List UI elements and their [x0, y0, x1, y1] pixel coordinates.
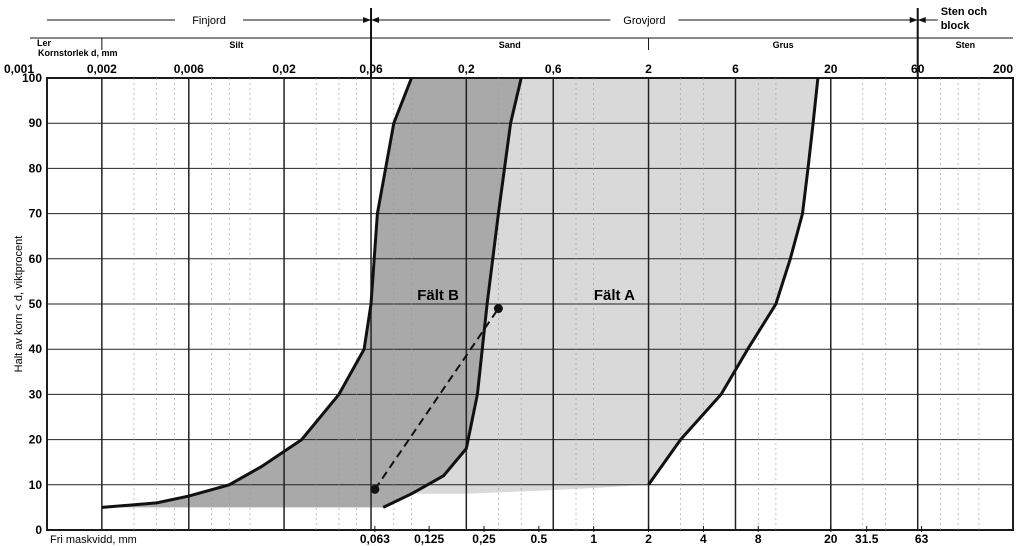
top-tick-label: 0,02 [272, 62, 296, 76]
top-tick-label: 0,001 [4, 62, 34, 76]
field-label: Fält A [594, 287, 635, 304]
bottom-axis-title: Fri maskvidd, mm [50, 534, 137, 546]
field-fills [101, 78, 818, 508]
top-tick-label: 0,006 [174, 62, 204, 76]
class-label-line2: block [941, 20, 971, 32]
top-tick-label: 0,6 [545, 62, 562, 76]
top-tick-label: 200 [993, 62, 1013, 76]
field-b-right-curve [382, 77, 523, 509]
y-tick-label: 0 [35, 523, 42, 537]
arrow-right [371, 17, 380, 23]
bottom-tick-label: 0,125 [414, 532, 444, 546]
bottom-tick-label: 0.5 [530, 532, 547, 546]
bottom-tick-label: 8 [755, 532, 762, 546]
subclass-label: Silt [229, 40, 243, 50]
y-tick-label: 80 [29, 161, 43, 175]
field-label: Fält B [417, 287, 459, 304]
arrow-right [917, 17, 926, 23]
bottom-tick-label: 0,063 [360, 532, 390, 546]
y-axis-label: Halt av korn < d, viktprocent [13, 236, 25, 373]
bottom-tick-label: 31.5 [855, 532, 879, 546]
y-tick-label: 20 [29, 433, 43, 447]
field-b-left-curve [101, 77, 413, 509]
y-tick-label: 60 [29, 252, 43, 266]
classification-header: Finjord Grovjord Sten och block Ler Silt Sand G… [30, 6, 1013, 78]
arrow-left [909, 17, 918, 23]
subclass-label: Sand [499, 40, 521, 50]
curves [101, 77, 820, 509]
bottom-tick-label: 63 [915, 532, 929, 546]
y-tick-label: 40 [29, 342, 43, 356]
segment-endpoint [370, 484, 380, 494]
top-tick-label: 0,2 [458, 62, 475, 76]
class-label-bg [175, 12, 244, 26]
axis-labels: Halt av korn < d, viktprocent Kornstorle… [13, 48, 137, 546]
top-tick-label: 20 [824, 62, 838, 76]
y-tick-label: 10 [29, 478, 43, 492]
arrow-left [363, 17, 372, 23]
y-tick-label: 90 [29, 116, 43, 130]
y-tick-label: 30 [29, 387, 43, 401]
subclass-label: Sten [956, 40, 976, 50]
top-axis-title: Kornstorlek d, mm [38, 48, 118, 58]
bottom-tick-label: 4 [700, 532, 707, 546]
top-tick-label: 0,002 [87, 62, 117, 76]
top-tick-label: 6 [732, 62, 739, 76]
bottom-tick-label: 0,25 [472, 532, 496, 546]
y-tick-label: 70 [29, 207, 43, 221]
segment-endpoint [493, 304, 503, 314]
bottom-tick-label: 1 [590, 532, 597, 546]
field-b-fill [101, 78, 522, 508]
bottom-tick-label: 2 [645, 532, 652, 546]
field-a-fill [411, 78, 818, 494]
subclass-label: Grus [773, 40, 794, 50]
class-label-bg [610, 12, 679, 26]
field-a-right-curve [647, 77, 820, 486]
bottom-tick-label: 20 [824, 532, 838, 546]
class-label: Finjord [192, 15, 226, 27]
top-tick-label: 2 [645, 62, 652, 76]
y-tick-label: 50 [29, 297, 43, 311]
y-tick-label: 100 [22, 71, 42, 85]
field-labels: Fält B Fält A [417, 287, 635, 304]
dashed-segment [374, 307, 500, 490]
class-label: Sten och [941, 6, 988, 18]
class-label: Grovjord [623, 15, 665, 27]
subclass-label: Ler [37, 38, 52, 48]
